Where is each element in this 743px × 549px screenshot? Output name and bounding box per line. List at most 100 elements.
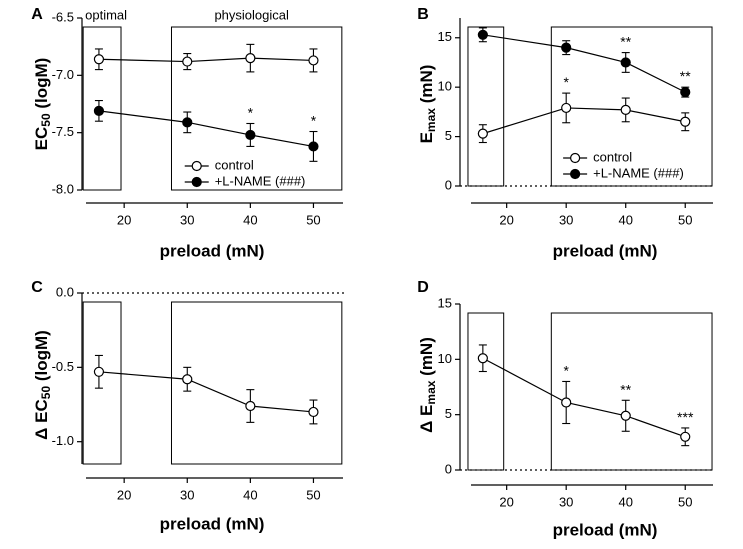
series-control bbox=[477, 344, 691, 447]
x-tick-label: 50 bbox=[306, 212, 320, 227]
y-tick-label: 0 bbox=[445, 461, 452, 476]
y-axis-label: Emax (mN) bbox=[417, 65, 438, 144]
legend-item-control: control bbox=[563, 149, 632, 164]
y-tick-label: -6.5 bbox=[52, 9, 74, 24]
y-tick-label: -7.0 bbox=[52, 67, 74, 82]
y-tick-label: 10 bbox=[438, 79, 452, 94]
optimal-range-box bbox=[467, 312, 505, 471]
x-tick-label: 30 bbox=[559, 494, 573, 509]
y-tick-label: 15 bbox=[438, 29, 452, 44]
x-axis-label: preload (mN) bbox=[553, 520, 658, 539]
data-point bbox=[680, 116, 691, 127]
data-point bbox=[680, 87, 691, 98]
series-lname bbox=[477, 27, 691, 98]
y-label-subscript: max bbox=[424, 380, 438, 404]
y-label-unit: (logM) bbox=[32, 58, 51, 114]
data-point bbox=[477, 353, 488, 364]
panel-letter: C bbox=[31, 279, 43, 296]
y-label-main: E bbox=[417, 132, 436, 143]
x-axis-label: preload (mN) bbox=[553, 241, 658, 260]
x-tick-label: 30 bbox=[180, 487, 194, 502]
y-label-main: E bbox=[417, 405, 436, 416]
x-tick-label: 40 bbox=[243, 487, 257, 502]
physiological-range-box bbox=[550, 312, 713, 471]
y-label-unit: (mN) bbox=[417, 65, 436, 108]
x-tick-label: 40 bbox=[618, 212, 632, 227]
y-label-subscript: 50 bbox=[39, 386, 53, 400]
y-label-unit: (mN) bbox=[417, 337, 436, 380]
series-line bbox=[98, 371, 314, 413]
panel-letter: A bbox=[31, 6, 43, 23]
x-tick-label: 40 bbox=[243, 212, 257, 227]
y-label-main: EC bbox=[32, 127, 51, 151]
y-label-main: EC bbox=[32, 399, 51, 423]
x-axis-label: preload (mN) bbox=[160, 514, 265, 533]
significance-marker: * bbox=[248, 104, 254, 120]
data-point bbox=[308, 141, 319, 152]
data-point bbox=[561, 397, 572, 408]
y-tick-label: -8.0 bbox=[52, 181, 74, 196]
y-tick-label: 10 bbox=[438, 351, 452, 366]
legend-item-control: control bbox=[184, 157, 254, 172]
x-tick-label: 50 bbox=[306, 487, 320, 502]
y-tick-label: -1.0 bbox=[52, 433, 74, 448]
y-tick-label: 0.0 bbox=[56, 284, 74, 299]
data-point bbox=[93, 366, 105, 377]
legend-label: control bbox=[215, 157, 254, 172]
y-label-prefix: Δ bbox=[417, 416, 436, 433]
series-lname bbox=[93, 100, 319, 162]
y-tick-label: 5 bbox=[445, 406, 452, 421]
significance-marker: ** bbox=[620, 381, 631, 397]
legend-label: +L-NAME (###) bbox=[593, 165, 684, 180]
legend-marker bbox=[191, 160, 202, 172]
significance-marker: ** bbox=[620, 34, 631, 50]
series-line bbox=[98, 110, 314, 148]
x-tick-label: 30 bbox=[559, 212, 573, 227]
optimal-range-box bbox=[467, 26, 505, 187]
data-point bbox=[308, 406, 319, 418]
y-label-prefix: Δ bbox=[32, 423, 51, 440]
physiological-box-label: physiological bbox=[214, 7, 289, 22]
x-tick-label: 20 bbox=[499, 494, 513, 509]
data-point bbox=[245, 129, 256, 141]
physiological-range-box bbox=[170, 301, 343, 465]
x-tick-label: 20 bbox=[117, 487, 131, 502]
y-axis-label: EC50 (logM) bbox=[32, 58, 53, 151]
physiological-range-box bbox=[170, 26, 343, 191]
x-tick-label: 20 bbox=[499, 212, 513, 227]
optimal-box-label: optimal bbox=[85, 7, 127, 22]
data-point bbox=[182, 117, 193, 128]
significance-marker: * bbox=[563, 74, 569, 90]
series-line bbox=[482, 107, 686, 135]
legend-item-lname: +L-NAME (###) bbox=[563, 165, 684, 180]
data-point bbox=[620, 57, 631, 68]
series-line bbox=[98, 57, 314, 63]
legend-marker bbox=[191, 176, 202, 188]
x-tick-label: 50 bbox=[678, 494, 692, 509]
data-point bbox=[245, 400, 256, 412]
optimal-range-box bbox=[82, 301, 122, 465]
legend-item-lname: +L-NAME (###) bbox=[184, 173, 305, 188]
physiological-range-box bbox=[550, 26, 713, 187]
data-point bbox=[245, 53, 256, 64]
series-control bbox=[477, 92, 691, 144]
legend-marker bbox=[570, 152, 581, 164]
data-point bbox=[182, 374, 193, 385]
series-line bbox=[482, 34, 686, 93]
data-point bbox=[93, 54, 105, 65]
data-point bbox=[561, 42, 572, 53]
optimal-range-box bbox=[82, 26, 122, 191]
data-point bbox=[477, 128, 488, 139]
data-point bbox=[93, 105, 105, 116]
data-point bbox=[620, 104, 631, 116]
y-label-subscript: max bbox=[424, 108, 438, 132]
legend-marker bbox=[570, 168, 581, 180]
y-label-subscript: 50 bbox=[39, 113, 53, 127]
y-axis-label: Δ EC50 (logM) bbox=[32, 330, 53, 440]
x-tick-label: 40 bbox=[618, 494, 632, 509]
data-point bbox=[680, 431, 691, 442]
